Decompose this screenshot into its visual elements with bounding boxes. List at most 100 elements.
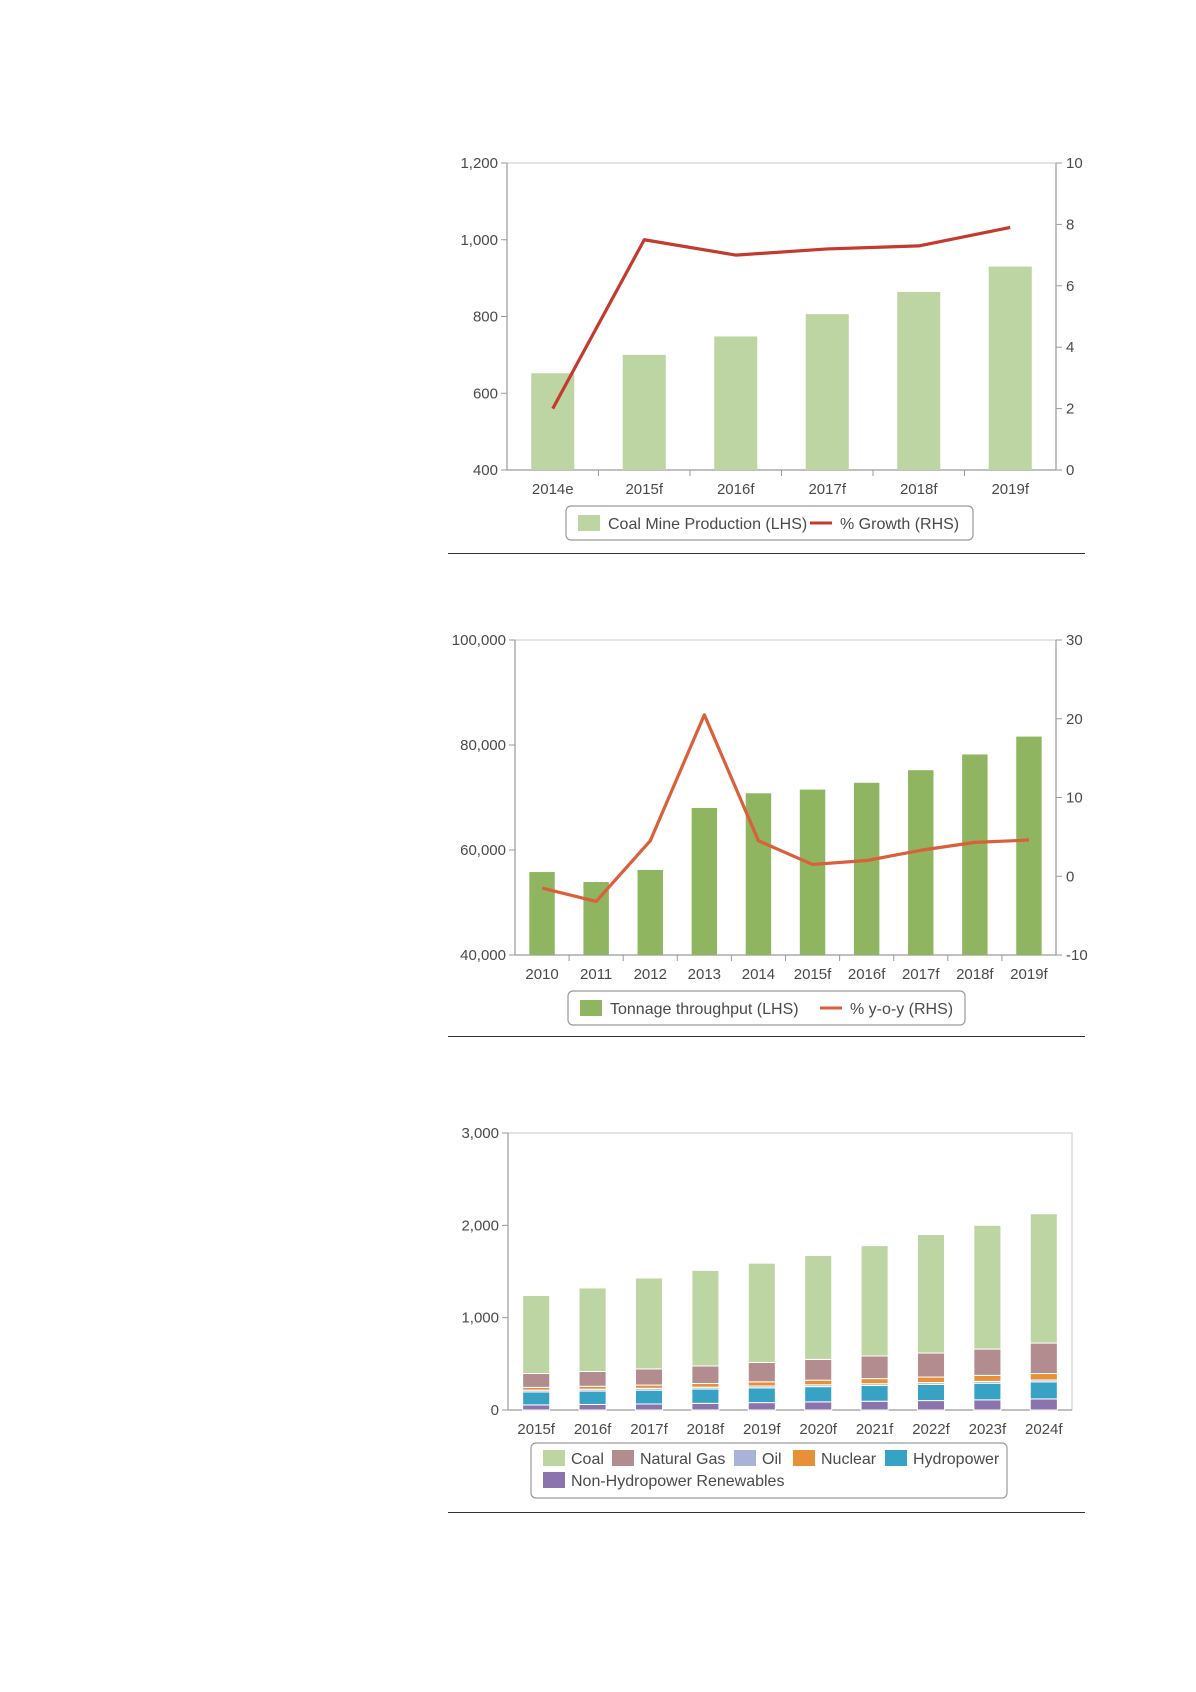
x-tick-label: 2018f xyxy=(687,1421,725,1438)
x-tick-label: 2016f xyxy=(574,1421,612,1438)
x-tick-label: 2015f xyxy=(794,966,832,983)
legend-label-bar: Tonnage throughput (LHS) xyxy=(610,1001,799,1018)
x-tick-label: 2022f xyxy=(912,1421,950,1438)
stack-segment xyxy=(916,1352,946,1378)
stack-segment xyxy=(916,1376,946,1384)
x-tick-label: 2015f xyxy=(517,1421,555,1438)
stack-segment xyxy=(973,1399,1002,1411)
y-tick-label: 1,000 xyxy=(461,1310,499,1327)
y-left-tick-label: 800 xyxy=(473,309,498,326)
x-tick-label: 2019f xyxy=(743,1421,781,1438)
y-right-tick-label: 4 xyxy=(1066,339,1074,356)
stack-segment xyxy=(691,1365,720,1385)
stack-segment xyxy=(804,1386,833,1403)
legend-label-bar: Coal Mine Production (LHS) xyxy=(608,516,807,533)
x-tick-label: 2017f xyxy=(630,1421,668,1438)
legend-swatch-bar xyxy=(580,1000,602,1016)
stack-segment xyxy=(804,1379,833,1386)
bar xyxy=(531,373,575,470)
bar xyxy=(799,789,826,955)
legend-swatch-bar xyxy=(578,515,600,531)
y-right-tick-label: 10 xyxy=(1066,790,1083,807)
y-right-tick-label: 0 xyxy=(1066,462,1074,479)
bar xyxy=(962,754,988,955)
x-tick-label: 2018f xyxy=(956,966,994,983)
legend-label: Natural Gas xyxy=(640,1451,725,1468)
chart-coal-production: 400 600 800 1,000 1,200 0 2 4 6 8 10 2014e 2015f 2016… xyxy=(0,0,1196,565)
stack-segment xyxy=(691,1269,720,1367)
stack-segment xyxy=(578,1403,607,1411)
y-tick-label: 2,000 xyxy=(461,1217,499,1234)
x-tick-label: 2017f xyxy=(808,481,846,498)
stack-segment xyxy=(691,1383,720,1388)
y-left-tick-label: 80,000 xyxy=(460,737,506,754)
stack-segment xyxy=(860,1378,889,1385)
stack-segment xyxy=(973,1348,1002,1376)
y-tick-label: 3,000 xyxy=(461,1125,499,1142)
stack-segment xyxy=(747,1402,776,1411)
stack-segment xyxy=(973,1224,1002,1350)
y-right-tick-label: 30 xyxy=(1066,632,1083,649)
stack-segment xyxy=(973,1374,1002,1382)
stack-segment xyxy=(916,1234,946,1354)
stack-segment xyxy=(1029,1373,1058,1381)
stack-segment xyxy=(747,1262,776,1363)
divider-1 xyxy=(448,553,1085,554)
chart-electricity-generation: 0 1,000 2,000 3,000 2015f 2016f 2017f 2018f 2019… xyxy=(461,1125,1073,1499)
stack-segment xyxy=(1029,1342,1058,1375)
stack-segment xyxy=(804,1358,833,1381)
series-line xyxy=(551,225,1011,410)
stack-segment xyxy=(1029,1213,1058,1344)
x-tick-label: 2021f xyxy=(856,1421,894,1438)
y-left-tick-label: 60,000 xyxy=(460,842,506,859)
stack-segment xyxy=(578,1287,607,1372)
x-tick-label: 2015f xyxy=(625,481,663,498)
bar xyxy=(805,314,849,470)
stack-segment xyxy=(747,1381,776,1387)
x-tick-label: 2014e xyxy=(532,481,574,498)
legend-box xyxy=(565,505,974,541)
stack-segment xyxy=(691,1388,720,1404)
x-tick-label: 2020f xyxy=(799,1421,837,1438)
stack-segment xyxy=(634,1389,664,1405)
x-tick-label: 2014 xyxy=(742,966,775,983)
stack-segment xyxy=(916,1383,946,1402)
stack-segment xyxy=(634,1277,664,1370)
bar xyxy=(908,770,934,955)
stack-segment xyxy=(578,1390,607,1405)
x-tick-label: 2016f xyxy=(848,966,886,983)
x-tick-label: 2019f xyxy=(1010,966,1048,983)
bar xyxy=(691,808,718,955)
bar xyxy=(622,354,666,470)
bar xyxy=(988,266,1032,470)
stack-segment xyxy=(634,1368,664,1386)
y-right-tick-label: 6 xyxy=(1066,278,1074,295)
bar xyxy=(714,336,758,470)
stack-segment xyxy=(1029,1381,1058,1400)
legend-swatch xyxy=(612,1450,634,1466)
stack-segment xyxy=(973,1382,1002,1401)
y-right-tick-label: -10 xyxy=(1066,947,1088,964)
chart-1-svg: 400 600 800 1,000 1,200 0 2 4 6 8 10 2014e 2015f 2016… xyxy=(460,155,1083,541)
stack-segment xyxy=(578,1370,607,1387)
bar xyxy=(897,291,941,470)
y-tick-label: 0 xyxy=(491,1402,499,1419)
x-tick-label: 2010 xyxy=(525,966,558,983)
x-tick-label: 2012 xyxy=(634,966,667,983)
chart-tonnage-throughput: 40,000 60,000 80,000 100,000 -10 0 10 20 30 2010 2… xyxy=(452,632,1088,1026)
y-left-tick-label: 1,200 xyxy=(460,155,498,172)
legend-label: Oil xyxy=(762,1451,782,1468)
stack-segment xyxy=(522,1373,551,1388)
legend-box xyxy=(567,990,966,1026)
stack-segment xyxy=(860,1245,889,1357)
y-left-tick-label: 1,000 xyxy=(460,232,498,249)
legend-swatch xyxy=(543,1450,565,1466)
y-left-tick-label: 400 xyxy=(473,462,498,479)
chart-2-svg: 40,000 60,000 80,000 100,000 -10 0 10 20 30 2010 2… xyxy=(452,632,1088,1026)
divider-3 xyxy=(448,1512,1085,1513)
stack-segment xyxy=(860,1400,889,1411)
stack-segment xyxy=(747,1361,776,1383)
y-right-tick-label: 10 xyxy=(1066,155,1083,172)
stack-segment xyxy=(804,1255,833,1360)
legend-label: Coal xyxy=(571,1451,604,1468)
